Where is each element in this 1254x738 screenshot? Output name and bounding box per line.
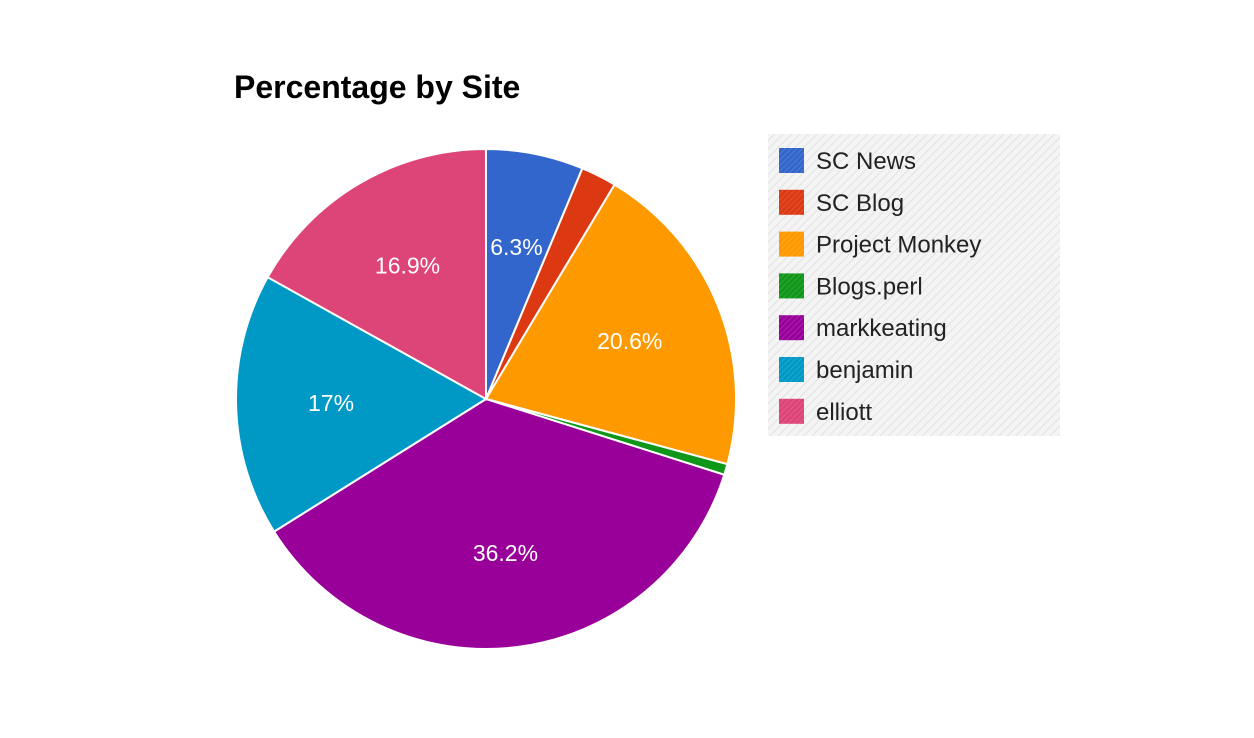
legend-label-markkeating: markkeating [816,315,947,342]
legend-swatch-texture [779,357,804,382]
legend-item-sc-blog[interactable]: SC Blog [779,189,904,217]
slice-label-elliott: 16.9% [375,252,440,278]
legend-item-sc-news[interactable]: SC News [779,148,916,175]
legend-swatch-texture [779,398,804,424]
legend-item-elliott[interactable]: elliott [779,398,872,426]
legend-swatch-texture [779,315,804,341]
legend-label-sc-news: SC News [816,148,916,175]
slice-label-markkeating: 36.2% [473,540,538,566]
legend-item-benjamin[interactable]: benjamin [779,357,913,384]
legend-label-benjamin: benjamin [816,357,913,384]
slice-label-benjamin: 17% [308,390,354,416]
legend-item-project-monkey[interactable]: Project Monkey [779,231,981,259]
pie-slice-project-monkey[interactable] [484,183,737,466]
pie-slice-elliott[interactable] [266,147,487,401]
legend: SC News SC Blog Project Monkey Blogs.perl ma… [779,148,981,426]
legend-label-elliott: elliott [816,399,872,426]
pie-slice-benjamin[interactable] [235,275,488,534]
pie-slices [235,147,737,650]
legend-item-markkeating[interactable]: markkeating [779,315,947,342]
legend-label-project-monkey: Project Monkey [816,232,981,259]
slice-label-project-monkey: 20.6% [597,328,662,354]
legend-swatch-texture [779,273,804,299]
chart-title: Percentage by Site [234,69,520,105]
legend-background [768,134,1060,436]
legend-swatch-texture [779,231,804,257]
legend-label-sc-blog: SC Blog [816,190,904,217]
pie-slice-labels: 6.3% 20.6% 36.2% 17% 16.9% [308,234,662,566]
legend-swatch-texture [779,148,804,173]
legend-swatch-texture [779,189,804,215]
legend-item-blogs-perl[interactable]: Blogs.perl [779,273,923,300]
legend-label-blogs-perl: Blogs.perl [816,273,923,300]
slice-label-sc-news: 6.3% [490,234,542,260]
